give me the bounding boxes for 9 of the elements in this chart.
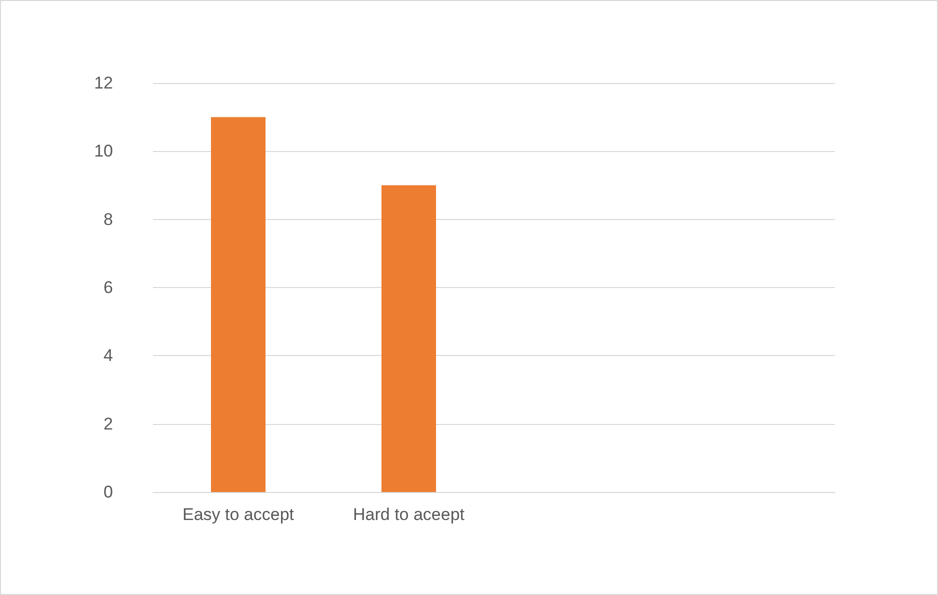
y-tick-label: 8 xyxy=(104,210,113,229)
x-tick-label: Hard to aceept xyxy=(352,505,465,524)
y-tick-label: 0 xyxy=(104,482,113,502)
y-tick-label: 12 xyxy=(94,74,113,92)
y-tick-label: 2 xyxy=(104,414,113,434)
y-tick-label: 6 xyxy=(104,278,113,297)
x-tick-label: Easy to accept xyxy=(182,505,294,524)
y-tick-label: 4 xyxy=(104,346,113,366)
y-tick-label: 10 xyxy=(94,142,113,161)
